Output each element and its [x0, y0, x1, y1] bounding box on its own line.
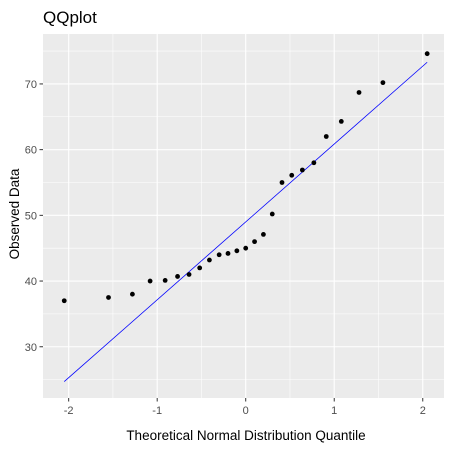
data-point: [106, 295, 111, 300]
x-tick-label: 1: [331, 405, 337, 417]
x-tick-label: -2: [64, 405, 74, 417]
data-point: [261, 231, 266, 237]
data-points: [61, 51, 430, 304]
data-point: [252, 239, 257, 245]
data-point: [289, 172, 295, 178]
x-axis-ticks: -2 -1 0 1 2: [64, 398, 426, 417]
data-point: [207, 257, 212, 263]
x-tick-label: 0: [243, 405, 249, 417]
y-tick-label: 70: [25, 79, 37, 91]
data-point: [279, 180, 285, 185]
y-tick-label: 60: [25, 145, 37, 157]
data-point: [243, 245, 249, 251]
y-axis-ticks: 30 40 50 60 70: [25, 79, 43, 354]
data-point: [147, 278, 153, 284]
y-tick-label: 40: [25, 276, 37, 288]
data-point: [323, 134, 329, 139]
chart-title: QQplot: [43, 8, 97, 27]
x-tick-label: -1: [152, 405, 162, 417]
major-gridlines: [43, 34, 444, 398]
data-point: [338, 118, 344, 124]
data-point: [269, 211, 275, 217]
y-tick-label: 50: [25, 210, 37, 222]
data-point: [234, 248, 240, 254]
data-point: [186, 272, 192, 277]
data-point: [424, 51, 430, 57]
data-point: [162, 277, 168, 283]
data-point: [130, 291, 135, 297]
data-point: [216, 252, 222, 258]
data-point: [311, 160, 317, 166]
y-tick-label: 30: [25, 342, 37, 354]
plot-panel: [43, 34, 444, 398]
data-point: [225, 251, 231, 256]
data-point: [197, 265, 203, 271]
data-point: [175, 274, 180, 279]
reference-line: [63, 61, 428, 382]
x-tick-label: 2: [420, 405, 426, 417]
x-axis-title: Theoretical Normal Distribution Quantile: [126, 428, 365, 443]
data-point: [356, 90, 362, 95]
data-point: [299, 167, 305, 173]
data-point: [61, 298, 67, 304]
data-point: [380, 80, 386, 86]
minor-gridlines: [43, 34, 444, 398]
y-axis-title: Observed Data: [7, 168, 22, 259]
